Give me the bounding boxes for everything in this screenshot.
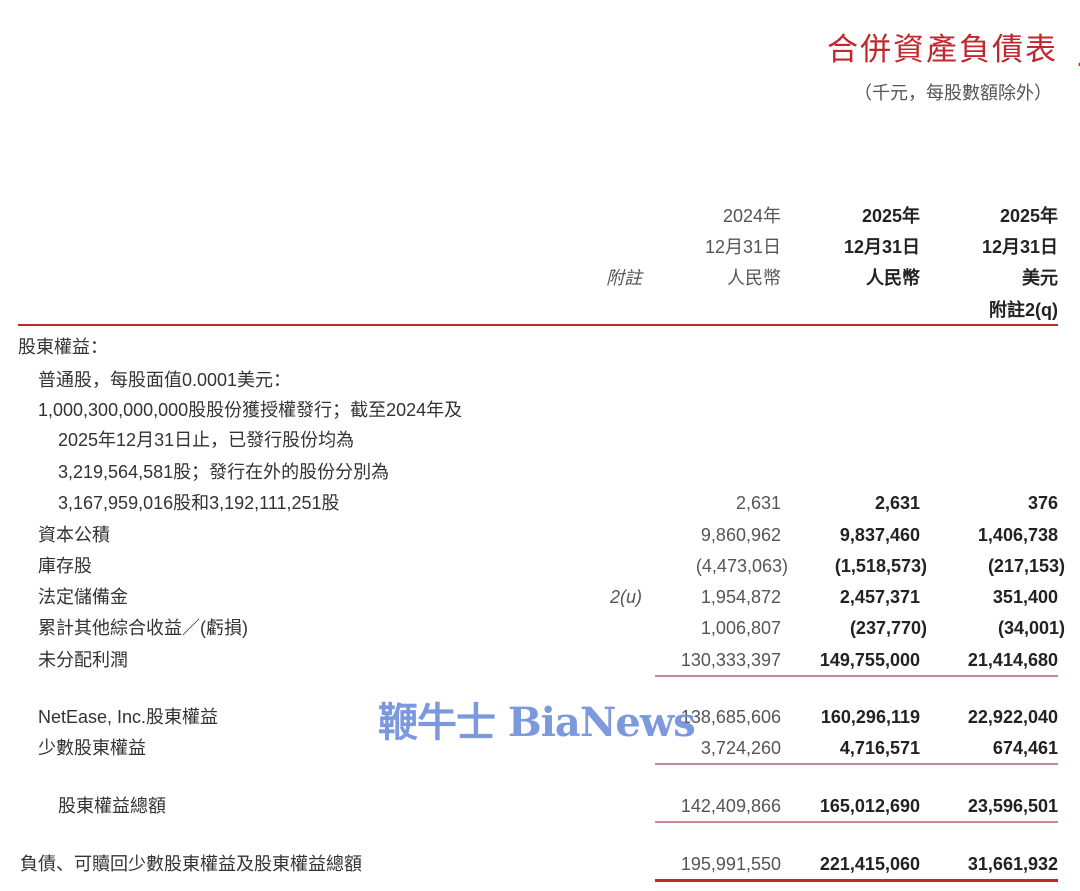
row-label: 3,167,959,016股和3,192,111,251股 [58, 493, 340, 513]
row-value-col1: 142,409,866 [680, 796, 781, 816]
row-value-col3: 674,461 [992, 738, 1058, 758]
row-value-col1: 9,860,962 [700, 525, 781, 545]
page-title: 合併資產負債表 [827, 32, 1058, 67]
row-label: 普通股，每股面值0.0001美元： [38, 370, 292, 390]
header-rule [18, 324, 1058, 326]
grand-total-rule [655, 879, 1058, 882]
col1-date: 12月31日 [704, 237, 781, 257]
row-label: 2025年12月31日止，已發行股份均為 [58, 430, 355, 450]
row-value-col1: (4,473,063) [695, 556, 788, 576]
row-value-col3: 23,596,501 [967, 796, 1058, 816]
col3-currency: 美元 [1022, 268, 1058, 288]
row-label: 負債、可贖回少數股東權益及股東權益總額 [20, 854, 362, 874]
page-subtitle: （千元，每股數額除外） [854, 83, 1052, 103]
row-value-col3: (217,153) [987, 556, 1065, 576]
row-value-col3: 351,400 [992, 587, 1058, 607]
col3-year: 2025年 [999, 206, 1058, 226]
row-value-col2: 165,012,690 [819, 796, 920, 816]
col2-currency: 人民幣 [866, 268, 920, 288]
row-label: 法定儲備金 [38, 587, 128, 607]
clipped-title-glyph: . [1076, 40, 1080, 73]
subtotal-rule [655, 763, 1058, 765]
total-rule [655, 821, 1058, 823]
row-value-col3: 22,922,040 [967, 707, 1058, 727]
row-value-col3: 21,414,680 [967, 650, 1058, 670]
col3-date: 12月31日 [981, 237, 1058, 257]
row-label: 3,219,564,581股；發行在外的股份分別為 [58, 462, 390, 482]
row-value-col2: (1,518,573) [834, 556, 927, 576]
row-value-col1: 1,954,872 [700, 587, 781, 607]
col1-currency: 人民幣 [727, 268, 781, 288]
row-value-col3: 31,661,932 [967, 854, 1058, 874]
col3-note: 附註2(q) [989, 300, 1058, 320]
row-label: 庫存股 [38, 556, 92, 576]
row-label: 未分配利潤 [38, 650, 128, 670]
col2-date: 12月31日 [843, 237, 920, 257]
row-label: 累計其他綜合收益／(虧損) [38, 618, 248, 638]
row-value-col1: 130,333,397 [680, 650, 781, 670]
note-column-header: 附註 [606, 268, 642, 288]
row-label: 股東權益： [18, 337, 108, 357]
row-label: NetEase, Inc.股東權益 [38, 707, 219, 727]
row-value-col2: 2,631 [874, 493, 920, 513]
watermark: 鞭牛士 BiaNews [378, 699, 696, 746]
row-value-col1: 2,631 [735, 493, 781, 513]
row-label: 少數股東權益 [38, 738, 146, 758]
col2-year: 2025年 [861, 206, 920, 226]
row-value-col2: 221,415,060 [819, 854, 920, 874]
row-value-col2: 149,755,000 [819, 650, 920, 670]
row-label: 1,000,300,000,000股股份獲授權發行；截至2024年及 [38, 400, 463, 420]
row-value-col2: 4,716,571 [839, 738, 920, 758]
row-label: 資本公積 [38, 525, 110, 545]
row-value-col2: 160,296,119 [820, 707, 920, 727]
row-value-col1: 138,685,606 [680, 707, 781, 727]
row-value-col2: 9,837,460 [839, 525, 920, 545]
row-value-col1: 3,724,260 [700, 738, 781, 758]
row-value-col2: (237,770) [849, 618, 927, 638]
row-value-col1: 1,006,807 [700, 618, 781, 638]
row-value-col2: 2,457,371 [839, 587, 920, 607]
row-note: 2(u) [609, 587, 642, 607]
row-value-col3: 376 [1027, 493, 1058, 513]
row-label: 股東權益總額 [58, 796, 166, 816]
row-value-col1: 195,991,550 [680, 854, 781, 874]
row-value-col3: 1,406,738 [977, 525, 1058, 545]
col1-year: 2024年 [722, 206, 781, 226]
row-value-col3: (34,001) [997, 618, 1065, 638]
subtotal-rule [655, 675, 1058, 677]
